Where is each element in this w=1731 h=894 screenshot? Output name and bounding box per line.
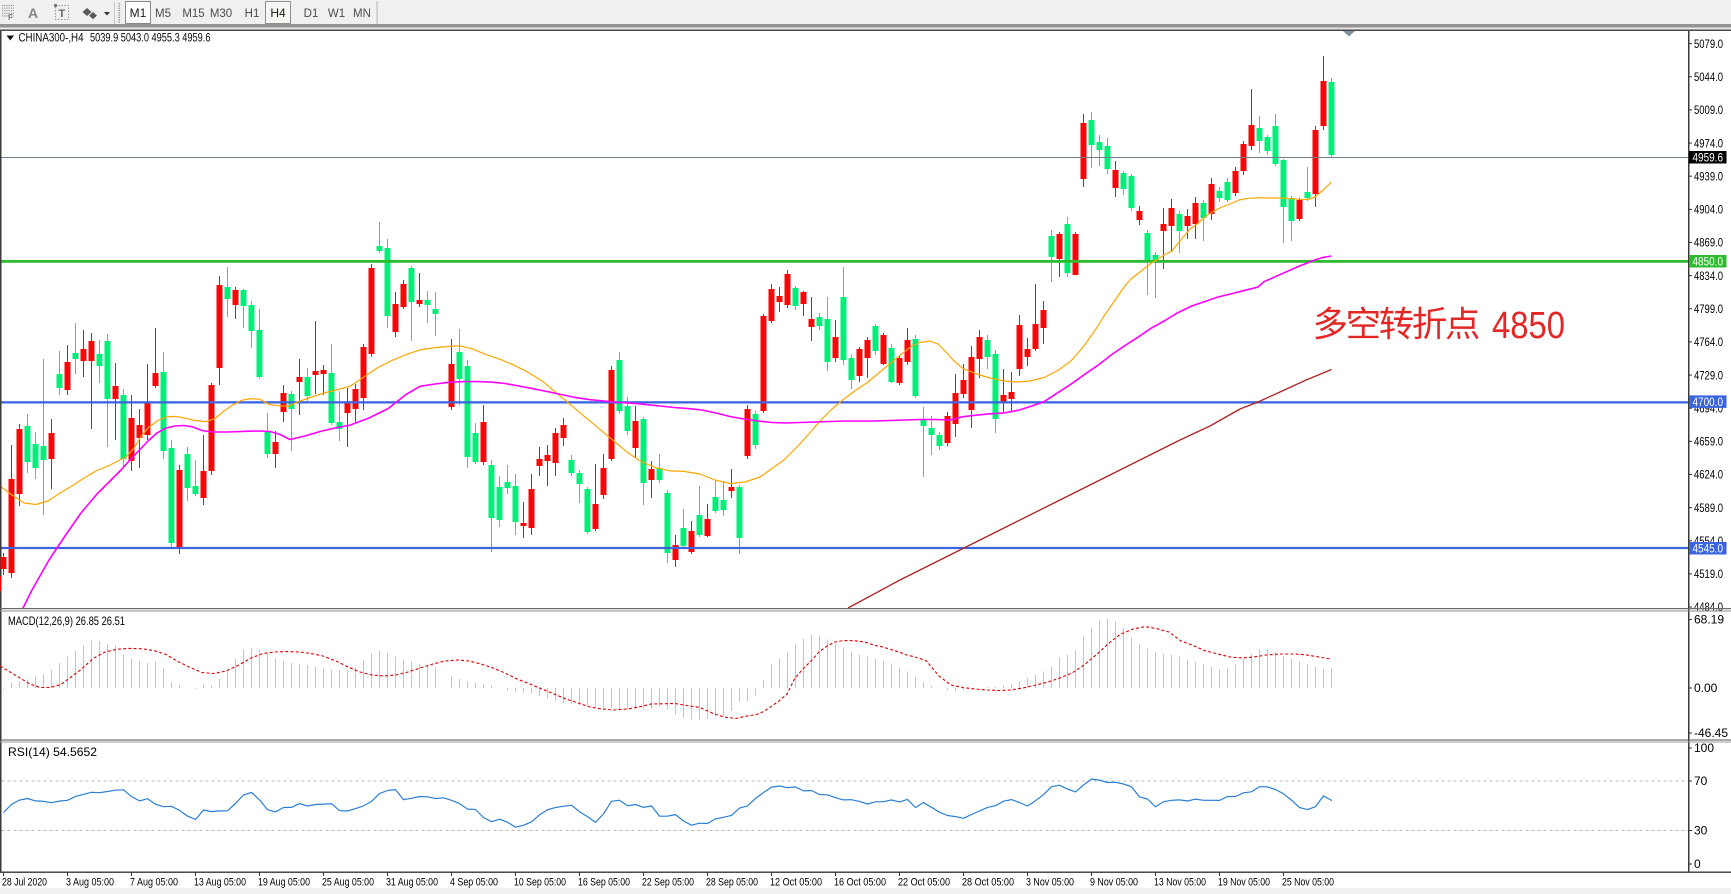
svg-text:3 Nov 05:00: 3 Nov 05:00 [1026, 877, 1074, 889]
svg-text:4624.0: 4624.0 [1694, 470, 1723, 482]
svg-text:12 Oct 05:00: 12 Oct 05:00 [770, 877, 822, 889]
svg-text:4545.0: 4545.0 [1693, 541, 1724, 555]
svg-text:100: 100 [1694, 741, 1714, 755]
svg-text:H4: H4 [270, 6, 286, 20]
svg-text:4700.0: 4700.0 [1693, 395, 1724, 409]
svg-text:28 Oct 05:00: 28 Oct 05:00 [962, 877, 1014, 889]
svg-text:T: T [59, 8, 66, 20]
svg-text:M5: M5 [155, 8, 171, 20]
svg-text:5044.0: 5044.0 [1694, 72, 1723, 84]
svg-text:H1: H1 [245, 8, 260, 20]
svg-text:MACD(12,26,9) 26.85 26.51: MACD(12,26,9) 26.85 26.51 [8, 614, 125, 628]
svg-text:4869.0: 4869.0 [1694, 238, 1723, 250]
svg-text:M1: M1 [130, 6, 147, 20]
svg-text:M30: M30 [210, 8, 232, 20]
svg-text:4939.0: 4939.0 [1694, 171, 1723, 183]
svg-text:4519.0: 4519.0 [1694, 569, 1723, 581]
svg-text:-46.45: -46.45 [1694, 726, 1728, 740]
svg-text:A: A [28, 5, 38, 21]
svg-text:10 Sep 05:00: 10 Sep 05:00 [514, 877, 566, 889]
svg-text:22 Oct 05:00: 22 Oct 05:00 [898, 877, 950, 889]
svg-text:9 Nov 05:00: 9 Nov 05:00 [1090, 877, 1138, 889]
svg-text:19 Nov 05:00: 19 Nov 05:00 [1218, 877, 1270, 889]
svg-text:4659.0: 4659.0 [1694, 437, 1723, 449]
svg-text:4589.0: 4589.0 [1694, 503, 1723, 515]
svg-text:4974.0: 4974.0 [1694, 138, 1723, 150]
svg-text:13 Nov 05:00: 13 Nov 05:00 [1154, 877, 1206, 889]
svg-text:4729.0: 4729.0 [1694, 370, 1723, 382]
svg-text:0.00: 0.00 [1694, 681, 1718, 695]
svg-text:22 Sep 05:00: 22 Sep 05:00 [642, 877, 694, 889]
svg-text:5009.0: 5009.0 [1694, 105, 1723, 117]
svg-text:28 Sep 05:00: 28 Sep 05:00 [706, 877, 758, 889]
svg-text:5039.9 5043.0 4955.3 4959.6: 5039.9 5043.0 4955.3 4959.6 [90, 33, 211, 45]
svg-text:4799.0: 4799.0 [1694, 304, 1723, 316]
svg-text:16 Oct 05:00: 16 Oct 05:00 [834, 877, 886, 889]
svg-text:19 Aug 05:00: 19 Aug 05:00 [258, 877, 310, 889]
svg-text:25 Aug 05:00: 25 Aug 05:00 [322, 877, 374, 889]
svg-text:16 Sep 05:00: 16 Sep 05:00 [578, 877, 630, 889]
svg-text:M15: M15 [182, 8, 204, 20]
svg-text:31 Aug 05:00: 31 Aug 05:00 [386, 877, 438, 889]
svg-text:0: 0 [1694, 857, 1701, 871]
svg-text:4764.0: 4764.0 [1694, 337, 1723, 349]
svg-text:4 Sep 05:00: 4 Sep 05:00 [450, 877, 498, 889]
svg-text:F: F [8, 13, 13, 22]
svg-text:RSI(14) 54.5652: RSI(14) 54.5652 [8, 745, 97, 759]
svg-text:4850: 4850 [1492, 305, 1565, 347]
svg-text:4834.0: 4834.0 [1694, 271, 1723, 283]
svg-text:70: 70 [1694, 774, 1708, 788]
svg-text:30: 30 [1694, 824, 1708, 838]
svg-text:7 Aug 05:00: 7 Aug 05:00 [130, 877, 178, 889]
svg-text:5079.0: 5079.0 [1694, 39, 1723, 51]
svg-text:3 Aug 05:00: 3 Aug 05:00 [66, 877, 114, 889]
svg-text:4850.0: 4850.0 [1693, 254, 1724, 268]
svg-text:13 Aug 05:00: 13 Aug 05:00 [194, 877, 246, 889]
svg-text:MN: MN [353, 8, 371, 20]
svg-text:68.19: 68.19 [1694, 613, 1724, 627]
svg-text:25 Nov 05:00: 25 Nov 05:00 [1282, 877, 1334, 889]
svg-text:CHINA300-,H4: CHINA300-,H4 [19, 33, 85, 45]
svg-text:28 Jul 2020: 28 Jul 2020 [2, 877, 47, 889]
svg-text:4904.0: 4904.0 [1694, 205, 1723, 217]
svg-text:W1: W1 [328, 8, 345, 20]
svg-text:D1: D1 [304, 8, 319, 20]
svg-text:4959.6: 4959.6 [1693, 150, 1724, 164]
